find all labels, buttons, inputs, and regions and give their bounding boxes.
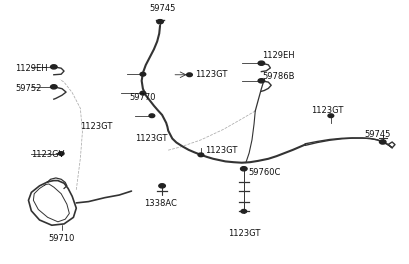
Circle shape (379, 140, 385, 144)
Text: 59752: 59752 (15, 84, 41, 93)
Circle shape (140, 91, 145, 95)
Text: 1129EH: 1129EH (15, 64, 47, 73)
Circle shape (140, 72, 145, 76)
Circle shape (50, 85, 57, 89)
Circle shape (58, 152, 64, 155)
Text: 59786B: 59786B (262, 72, 294, 81)
Circle shape (240, 209, 246, 213)
Text: 1123GV: 1123GV (31, 150, 65, 159)
Text: 59770: 59770 (129, 93, 155, 102)
Text: 59745: 59745 (364, 130, 390, 139)
Text: 1338AC: 1338AC (143, 199, 176, 208)
Text: 59745: 59745 (148, 3, 175, 12)
Circle shape (240, 167, 247, 171)
Circle shape (258, 61, 264, 65)
Circle shape (158, 184, 165, 188)
Circle shape (186, 73, 192, 77)
Text: 1123GT: 1123GT (80, 122, 112, 131)
Text: 1129EH: 1129EH (262, 51, 294, 60)
Text: 1123GT: 1123GT (227, 229, 259, 238)
Text: 59760C: 59760C (247, 168, 280, 177)
Text: 1123GT: 1123GT (194, 70, 227, 79)
Text: 59710: 59710 (49, 234, 75, 243)
Text: 1123GT: 1123GT (310, 106, 343, 115)
Circle shape (50, 65, 57, 69)
Text: 1123GT: 1123GT (135, 134, 168, 143)
Circle shape (327, 114, 333, 117)
Circle shape (148, 114, 154, 117)
Circle shape (156, 20, 163, 24)
Circle shape (258, 79, 264, 83)
Circle shape (198, 153, 203, 157)
Text: 1123GT: 1123GT (204, 146, 237, 155)
